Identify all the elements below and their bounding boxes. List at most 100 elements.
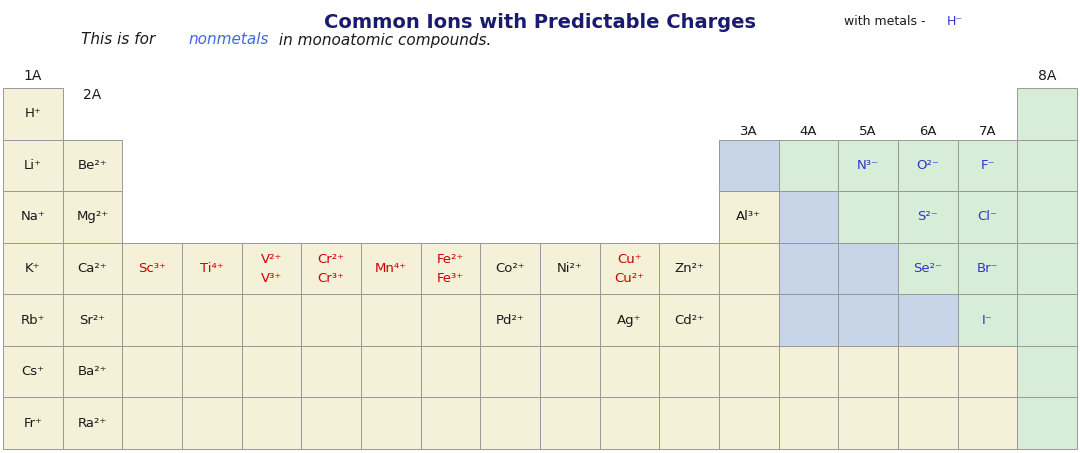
Text: Sr²⁺: Sr²⁺ xyxy=(80,313,106,327)
Bar xyxy=(838,346,897,397)
Bar xyxy=(1017,294,1077,346)
Bar xyxy=(183,346,242,397)
Text: Fr⁺: Fr⁺ xyxy=(24,417,42,430)
Text: Cu⁺: Cu⁺ xyxy=(617,253,642,266)
Text: Fe³⁺: Fe³⁺ xyxy=(437,272,464,285)
Bar xyxy=(958,191,1017,243)
Text: Zn²⁺: Zn²⁺ xyxy=(674,262,704,275)
Text: 4A: 4A xyxy=(800,125,818,138)
Bar xyxy=(3,346,63,397)
Text: Cs⁺: Cs⁺ xyxy=(22,365,44,378)
Bar xyxy=(779,294,838,346)
Bar xyxy=(63,294,122,346)
Bar xyxy=(897,140,958,191)
Text: Ca²⁺: Ca²⁺ xyxy=(78,262,107,275)
Bar xyxy=(958,243,1017,294)
Text: Cu²⁺: Cu²⁺ xyxy=(615,272,645,285)
Text: nonmetals: nonmetals xyxy=(189,33,269,48)
Text: Se²⁻: Se²⁻ xyxy=(914,262,943,275)
Text: F⁻: F⁻ xyxy=(981,159,995,172)
Bar xyxy=(599,243,659,294)
Text: S²⁻: S²⁻ xyxy=(917,211,939,223)
Text: Cr³⁺: Cr³⁺ xyxy=(318,272,345,285)
Text: Br⁻: Br⁻ xyxy=(976,262,998,275)
Bar xyxy=(361,243,421,294)
Bar xyxy=(122,397,183,449)
Text: Li⁺: Li⁺ xyxy=(24,159,42,172)
Bar xyxy=(183,294,242,346)
Bar xyxy=(3,397,63,449)
Bar xyxy=(183,397,242,449)
Text: Be²⁺: Be²⁺ xyxy=(78,159,107,172)
Text: 8A: 8A xyxy=(1038,69,1056,83)
Bar xyxy=(301,294,361,346)
Bar xyxy=(3,140,63,191)
Bar xyxy=(361,294,421,346)
Bar xyxy=(897,397,958,449)
Bar xyxy=(301,397,361,449)
Bar xyxy=(3,243,63,294)
Bar xyxy=(63,140,122,191)
Text: V³⁺: V³⁺ xyxy=(261,272,282,285)
Bar xyxy=(779,243,838,294)
Bar xyxy=(838,294,897,346)
Bar xyxy=(540,243,599,294)
Bar xyxy=(421,294,481,346)
Bar xyxy=(242,294,301,346)
Bar xyxy=(719,397,779,449)
Text: Ag⁺: Ag⁺ xyxy=(618,313,642,327)
Text: Ti⁴⁺: Ti⁴⁺ xyxy=(200,262,224,275)
Text: 2A: 2A xyxy=(83,88,102,102)
Bar xyxy=(659,243,719,294)
Text: Common Ions with Predictable Charges: Common Ions with Predictable Charges xyxy=(324,13,756,32)
Text: Co²⁺: Co²⁺ xyxy=(496,262,525,275)
Bar xyxy=(838,140,897,191)
Text: Al³⁺: Al³⁺ xyxy=(737,211,761,223)
Text: V²⁺: V²⁺ xyxy=(260,253,282,266)
Bar xyxy=(242,397,301,449)
Bar xyxy=(421,397,481,449)
Bar xyxy=(63,346,122,397)
Text: N³⁻: N³⁻ xyxy=(858,159,879,172)
Text: Ba²⁺: Ba²⁺ xyxy=(78,365,107,378)
Bar xyxy=(838,243,897,294)
Bar xyxy=(958,346,1017,397)
Bar xyxy=(659,294,719,346)
Bar xyxy=(3,294,63,346)
Bar xyxy=(599,294,659,346)
Bar xyxy=(1017,346,1077,397)
Bar xyxy=(361,397,421,449)
Text: Ra²⁺: Ra²⁺ xyxy=(78,417,107,430)
Bar xyxy=(958,397,1017,449)
Bar xyxy=(659,397,719,449)
Text: Cr²⁺: Cr²⁺ xyxy=(318,253,345,266)
Bar xyxy=(63,243,122,294)
Text: 3A: 3A xyxy=(740,125,758,138)
Bar xyxy=(719,191,779,243)
Bar xyxy=(779,397,838,449)
Bar xyxy=(838,397,897,449)
Bar xyxy=(481,294,540,346)
Bar xyxy=(1017,88,1077,140)
Bar xyxy=(719,346,779,397)
Bar xyxy=(122,346,183,397)
Text: 6A: 6A xyxy=(919,125,936,138)
Bar xyxy=(3,191,63,243)
Bar xyxy=(540,346,599,397)
Bar xyxy=(481,346,540,397)
Bar xyxy=(897,294,958,346)
Text: Cd²⁺: Cd²⁺ xyxy=(674,313,704,327)
Bar xyxy=(599,346,659,397)
Bar xyxy=(421,243,481,294)
Text: O²⁻: O²⁻ xyxy=(917,159,940,172)
Text: Cl⁻: Cl⁻ xyxy=(977,211,998,223)
Bar xyxy=(421,346,481,397)
Bar xyxy=(122,294,183,346)
Text: Rb⁺: Rb⁺ xyxy=(21,313,45,327)
Bar xyxy=(63,191,122,243)
Bar xyxy=(1017,243,1077,294)
Bar xyxy=(719,140,779,191)
Text: 7A: 7A xyxy=(978,125,997,138)
Bar xyxy=(838,191,897,243)
Bar xyxy=(242,346,301,397)
